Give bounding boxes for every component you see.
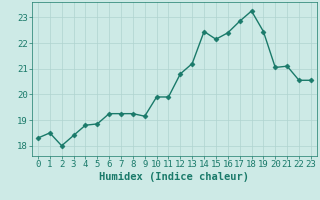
- X-axis label: Humidex (Indice chaleur): Humidex (Indice chaleur): [100, 172, 249, 182]
